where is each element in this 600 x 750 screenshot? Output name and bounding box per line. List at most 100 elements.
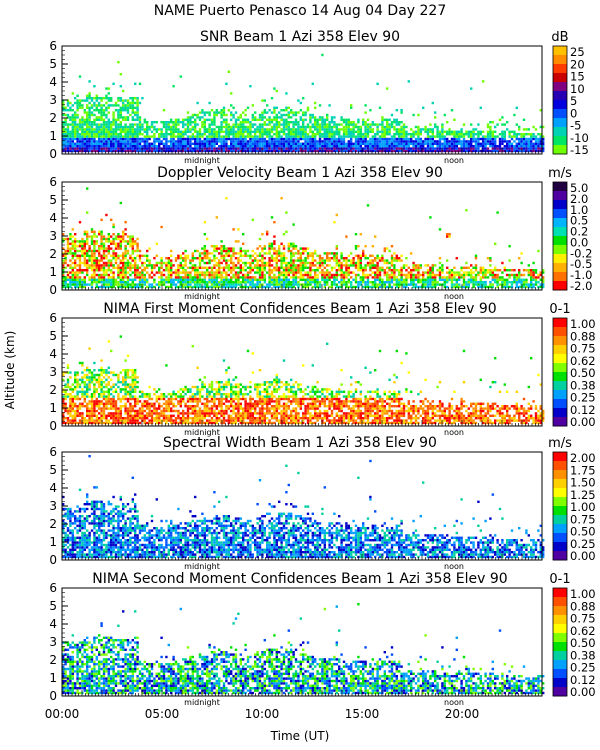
colorbar-label: 0.12 [570, 673, 596, 687]
panel-title-snr: SNR Beam 1 Azi 358 Elev 90 [200, 29, 400, 45]
y-ticks-width: 0 1 2 3 4 5 6 [49, 445, 68, 567]
colorbar-segment [553, 597, 567, 607]
colorbar-label: 20 [570, 57, 585, 71]
y-ticks-conf1: 0 1 2 3 4 5 6 [49, 311, 68, 433]
y-tick-label: 4 [49, 617, 57, 631]
colorbar-label: -5 [570, 119, 581, 133]
colorbar-label: 1.75 [570, 463, 596, 477]
y-tick-label: 2 [49, 111, 57, 125]
x-ticks-snr [61, 148, 543, 154]
colorbar-label: 0.5 [570, 214, 588, 228]
colorbar-segment [553, 200, 567, 210]
midnight-marker: midnight [184, 292, 220, 301]
colorbar-label: 0.50 [570, 366, 596, 380]
y-tick-label: 6 [49, 175, 57, 189]
midnight-marker: midnight [184, 698, 220, 707]
colorbar-segment [553, 399, 567, 409]
x-ticks-doppler [61, 284, 543, 290]
y-ticks-conf2: 0 1 2 3 4 5 6 [49, 581, 68, 703]
y-tick-label: 4 [49, 347, 57, 361]
colorbar-label: -1.0 [570, 268, 592, 282]
colorbar-unit-snr: dB [551, 30, 568, 45]
colorbar-label: -2.0 [570, 279, 592, 293]
colorbar-segment [553, 506, 567, 516]
colorbar-label: 0.38 [570, 648, 596, 662]
y-ticks-doppler: 0 1 2 3 4 5 6 [49, 175, 68, 297]
colorbar-label: 0.0 [570, 235, 588, 249]
noon-marker: noon [444, 428, 464, 437]
x-ticks-conf2 [61, 690, 543, 696]
colorbar-segment [553, 479, 567, 489]
y-tick-label: 6 [49, 39, 57, 53]
colorbar-unit-doppler: m/s [548, 166, 572, 181]
colorbar-segment [553, 588, 567, 598]
colorbar-segment [553, 651, 567, 661]
colorbar-label: 0.75 [570, 512, 596, 526]
y-tick-label: 5 [49, 193, 57, 207]
y-tick-label: 0 [49, 689, 57, 703]
y-tick-label: 6 [49, 445, 57, 459]
colorbar-label: 0.00 [570, 549, 596, 563]
colorbar-width: 2.001.751.501.251.000.750.500.250.00 [552, 451, 596, 563]
y-tick-label: 0 [49, 147, 57, 161]
colorbar-segment [553, 336, 567, 346]
colorbar-segment [553, 46, 567, 56]
colorbar-label: 1.50 [570, 476, 596, 490]
y-tick-label: 2 [49, 517, 57, 531]
heatmap-cells-conf1 [62, 335, 545, 425]
x-axis-label: Time (UT) [270, 729, 330, 743]
x-tick-label: 05:00 [145, 707, 180, 721]
colorbar-segment [553, 515, 567, 525]
colorbar-label: 0.25 [570, 391, 596, 405]
colorbar-segment [553, 551, 567, 561]
colorbar-label: -10 [570, 131, 589, 145]
colorbar-segment [553, 182, 567, 192]
colorbar-segment [553, 209, 567, 219]
colorbar-label: 0.00 [570, 685, 596, 699]
y-tick-label: 2 [49, 383, 57, 397]
noon-marker: noon [444, 562, 464, 571]
colorbar-segment [553, 452, 567, 462]
colorbar-conf2: 1.000.880.750.620.500.380.250.120.00 [552, 587, 596, 699]
y-tick-label: 3 [49, 365, 57, 379]
x-tick-label: 00:00 [45, 707, 80, 721]
y-tick-label: 1 [49, 535, 57, 549]
colorbar-label: 0.62 [570, 624, 596, 638]
panel-title-conf1: NIMA First Moment Confidences Beam 1 Azi… [103, 301, 496, 317]
noon-marker: noon [444, 698, 464, 707]
colorbar-segment [553, 227, 567, 237]
colorbar-unit-width: m/s [548, 436, 572, 451]
colorbar-segment [553, 281, 567, 291]
colorbar-segment [553, 145, 567, 155]
midnight-marker: midnight [184, 156, 220, 165]
y-tick-label: 1 [49, 129, 57, 143]
colorbar-label: 25 [570, 45, 585, 59]
colorbar-segment [553, 109, 567, 119]
colorbar-segment [553, 624, 567, 634]
midnight-marker: midnight [184, 428, 220, 437]
y-tick-label: 1 [49, 401, 57, 415]
y-tick-label: 5 [49, 463, 57, 477]
colorbar-unit-conf2: 0-1 [549, 572, 570, 587]
colorbar-segment [553, 687, 567, 697]
colorbar-label: 15 [570, 70, 585, 84]
colorbar-segment [553, 136, 567, 146]
colorbar-segment [553, 363, 567, 373]
colorbar-label: 0.00 [570, 415, 596, 429]
colorbar-segment [553, 408, 567, 418]
colorbar-segment [553, 327, 567, 337]
colorbar-label: 0.62 [570, 354, 596, 368]
panel-width: Spectral Width Beam 1 Azi 358 Elev 90 m/s… [49, 435, 595, 571]
panel-doppler: Doppler Velocity Beam 1 Azi 358 Elev 90 m… [49, 165, 592, 301]
colorbar-label: 5.0 [570, 181, 588, 195]
colorbar-segment [553, 524, 567, 534]
colorbar-segment [553, 606, 567, 616]
colorbar-label: -0.2 [570, 246, 592, 260]
colorbar-label: 0.88 [570, 329, 596, 343]
colorbar-segment [553, 345, 567, 355]
colorbar-label: 1.00 [570, 317, 596, 331]
y-tick-label: 5 [49, 329, 57, 343]
colorbar-label: 1.25 [570, 488, 596, 502]
colorbar-label: 2.00 [570, 451, 596, 465]
